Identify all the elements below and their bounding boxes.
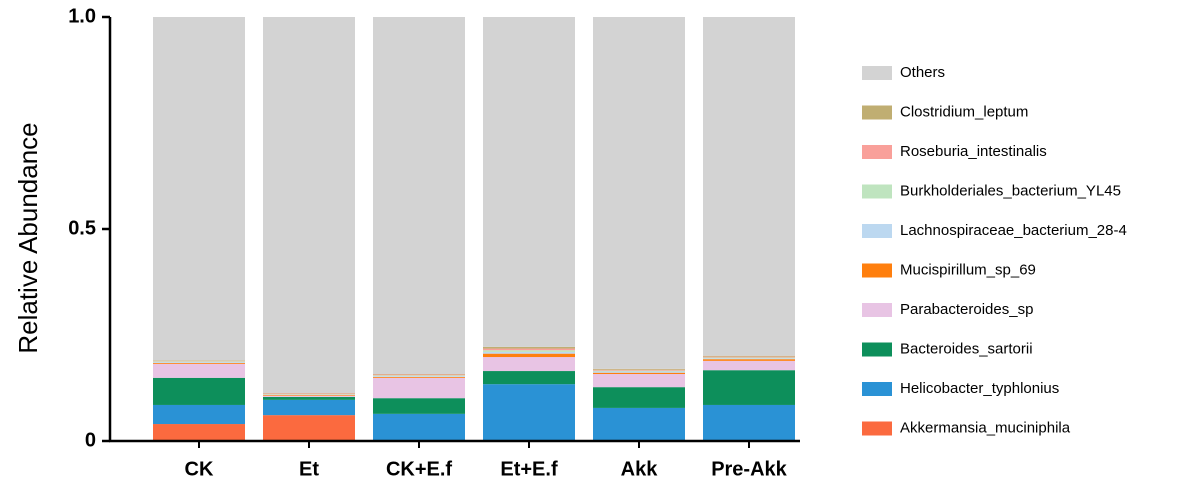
bar-segment bbox=[593, 371, 685, 373]
bar-segment bbox=[593, 369, 685, 371]
bar-segment bbox=[373, 17, 465, 375]
bar-segment bbox=[593, 374, 685, 388]
legend-swatch bbox=[862, 421, 892, 436]
legend-swatch bbox=[862, 303, 892, 317]
bar-segment bbox=[593, 387, 685, 408]
bar-segment bbox=[703, 370, 795, 405]
legend-label: Burkholderiales_bacterium_YL45 bbox=[900, 182, 1121, 199]
bar-segment bbox=[483, 350, 575, 352]
x-tick-label: CK bbox=[185, 458, 214, 480]
bar-segment bbox=[373, 413, 465, 441]
legend-label: Lachnospiraceae_bacterium_28-4 bbox=[900, 222, 1127, 239]
bar-segment bbox=[153, 362, 245, 363]
bar-segment bbox=[703, 357, 795, 359]
legend-swatch bbox=[862, 184, 892, 199]
legend-label: Parabacteroides_sp bbox=[900, 301, 1033, 318]
bar-segment bbox=[263, 399, 355, 416]
bar-segment bbox=[373, 375, 465, 377]
x-tick-label: Akk bbox=[621, 458, 659, 480]
y-axis-label: Relative Abundance bbox=[13, 122, 43, 353]
bar-segment bbox=[483, 353, 575, 358]
bar-segment bbox=[373, 398, 465, 414]
bar-segment bbox=[593, 372, 685, 375]
bar-segment bbox=[153, 377, 245, 405]
x-tick-label: CK+E.f bbox=[386, 458, 452, 480]
bar-segment bbox=[373, 376, 465, 377]
legend-swatch bbox=[862, 224, 892, 238]
bar-segment bbox=[263, 415, 355, 441]
x-tick-label: Et+E.f bbox=[500, 458, 558, 480]
legend-label: Clostridium_leptum bbox=[900, 103, 1028, 120]
bar-segment bbox=[593, 370, 685, 372]
bar-segment bbox=[153, 363, 245, 378]
y-tick-label: 0 bbox=[85, 429, 96, 451]
bar-segment bbox=[373, 376, 465, 378]
y-tick-label: 0.5 bbox=[68, 217, 96, 239]
x-tick-label: Et bbox=[299, 458, 319, 480]
legend-label: Akkermansia_muciniphila bbox=[900, 419, 1071, 436]
bar-segment bbox=[593, 368, 685, 370]
bar-segment bbox=[373, 374, 465, 376]
bar-segment bbox=[153, 362, 245, 364]
bar-segment bbox=[483, 371, 575, 385]
bar-segment bbox=[483, 351, 575, 354]
legend-label: Helicobacter_typhlonius bbox=[900, 380, 1059, 397]
legend-swatch bbox=[862, 342, 892, 357]
bar-segment bbox=[483, 17, 575, 347]
bar-segment bbox=[153, 17, 245, 361]
legend-label: Roseburia_intestinalis bbox=[900, 143, 1047, 160]
bar-segment bbox=[483, 348, 575, 351]
bar-segment bbox=[703, 356, 795, 358]
bar-segment bbox=[593, 407, 685, 441]
bar-segment bbox=[483, 384, 575, 441]
legend-swatch bbox=[862, 66, 892, 80]
bar-segment bbox=[703, 355, 795, 357]
bar-segment bbox=[263, 395, 355, 397]
bar-segment bbox=[703, 359, 795, 361]
legend-label: Others bbox=[900, 64, 945, 81]
bar-segment bbox=[373, 377, 465, 399]
y-tick-label: 1.0 bbox=[68, 5, 96, 27]
bar-segment bbox=[153, 404, 245, 425]
bar-segment bbox=[153, 361, 245, 363]
bar-segment bbox=[263, 394, 355, 396]
legend-label: Mucispirillum_sp_69 bbox=[900, 261, 1036, 278]
bar-segment bbox=[483, 346, 575, 349]
bar-segment bbox=[703, 360, 795, 371]
bar-segment bbox=[263, 17, 355, 394]
bar-segment bbox=[703, 17, 795, 356]
bar-segment bbox=[483, 357, 575, 372]
x-tick-label: Pre-Akk bbox=[711, 458, 787, 480]
bar-segment bbox=[153, 424, 245, 441]
legend-swatch bbox=[862, 145, 892, 159]
legend-swatch bbox=[862, 105, 892, 120]
legend-swatch bbox=[862, 382, 892, 396]
legend-swatch bbox=[862, 263, 892, 278]
bar-segment bbox=[593, 17, 685, 369]
bar-segment bbox=[703, 404, 795, 441]
bar-segment bbox=[703, 358, 795, 360]
bar-segment bbox=[263, 396, 355, 400]
legend-label: Bacteroides_sartorii bbox=[900, 340, 1033, 357]
